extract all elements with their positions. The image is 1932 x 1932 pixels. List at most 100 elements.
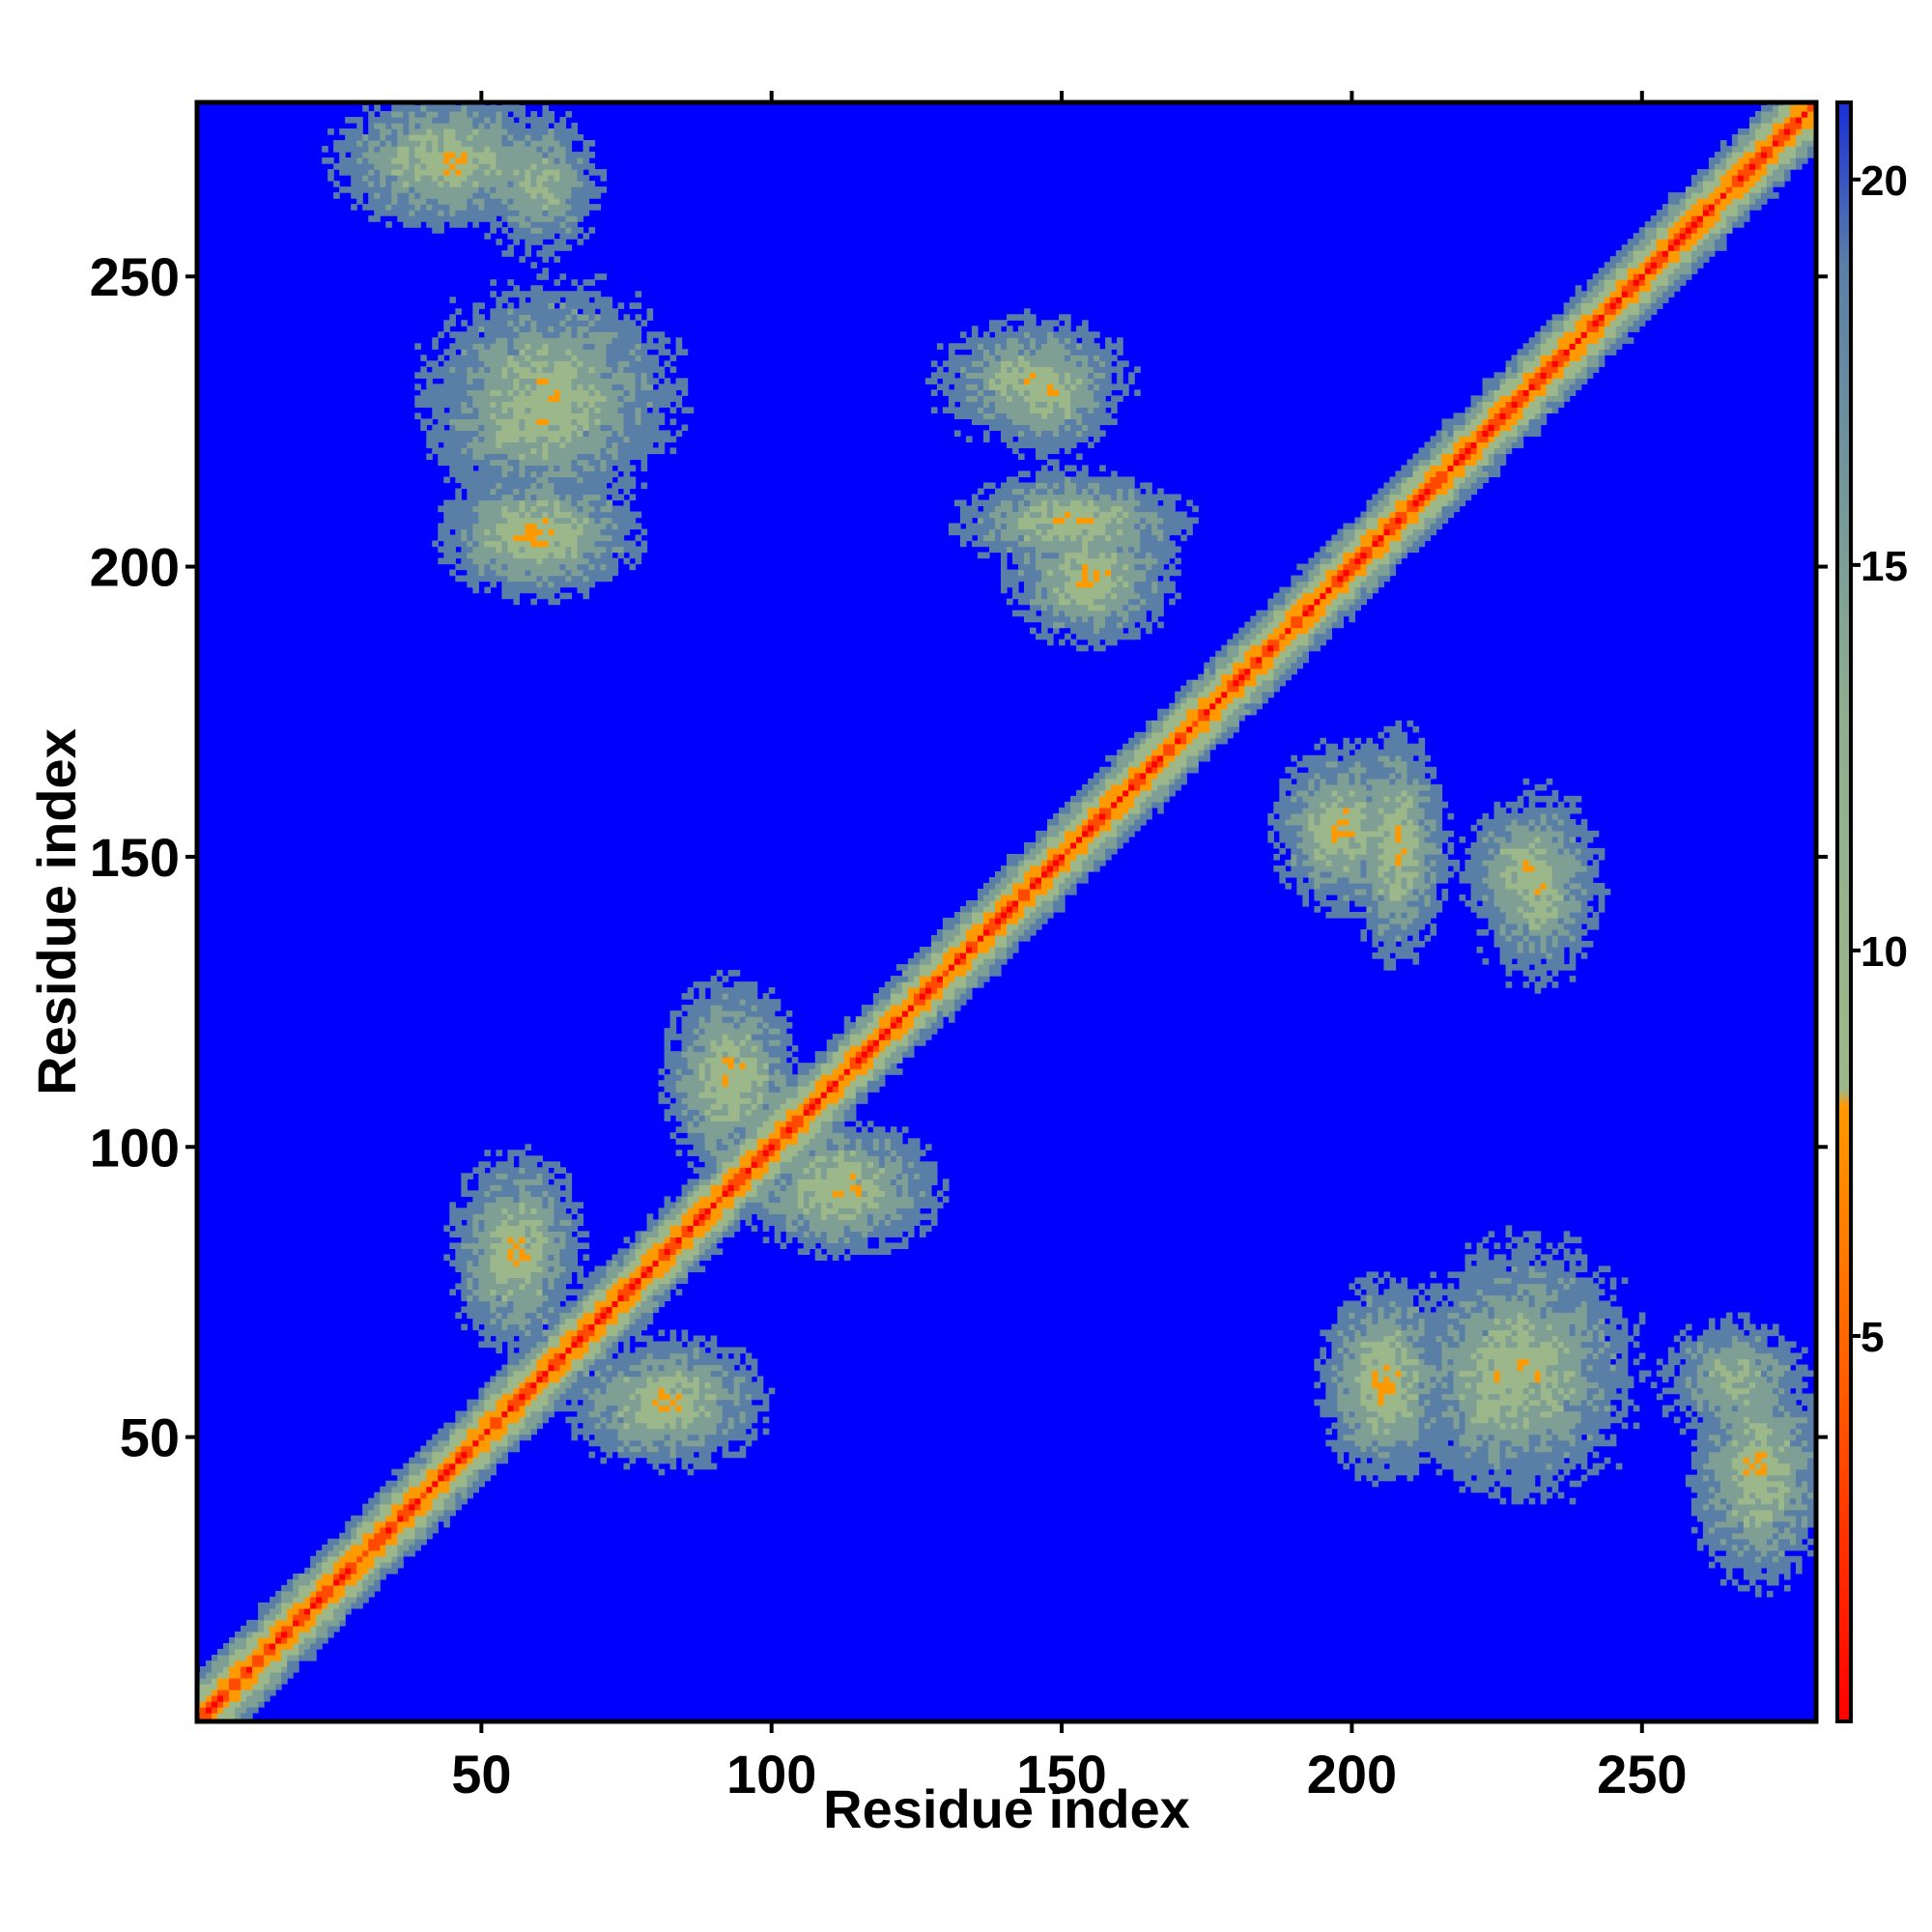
heatmap-cell — [380, 1567, 386, 1575]
heatmap-cell — [1737, 1515, 1745, 1522]
heatmap-cell — [1540, 1497, 1548, 1505]
heatmap-cell — [362, 1549, 369, 1557]
heatmap-cell — [513, 1416, 520, 1424]
heatmap-cell — [507, 511, 514, 519]
heatmap-cell — [1754, 1544, 1762, 1551]
heatmap-cell — [443, 1422, 450, 1430]
heatmap-cell — [681, 1399, 689, 1406]
heatmap-cell — [246, 1642, 253, 1650]
heatmap-cell — [484, 105, 491, 112]
heatmap-cell — [293, 1590, 299, 1598]
heatmap-cell — [496, 447, 502, 455]
heatmap-cell — [1499, 1457, 1507, 1464]
heatmap-cell — [1690, 1393, 1698, 1401]
heatmap-cell — [1557, 1451, 1565, 1459]
heatmap-cell — [519, 546, 526, 554]
heatmap-cell — [507, 1399, 514, 1406]
heatmap-cell — [594, 1410, 602, 1418]
heatmap-cell — [229, 1689, 236, 1696]
heatmap-cell — [745, 1422, 753, 1430]
heatmap-cell — [1349, 1381, 1356, 1389]
heatmap-cell — [1383, 1474, 1391, 1482]
heatmap-cell — [635, 1428, 642, 1435]
heatmap-cell — [385, 128, 392, 135]
heatmap-cell — [426, 163, 433, 170]
heatmap-cell — [327, 1607, 334, 1615]
heatmap-cell — [461, 1225, 468, 1232]
heatmap-cell — [1540, 1439, 1548, 1447]
heatmap-cell — [1772, 1555, 1779, 1563]
heatmap-cell — [1714, 1544, 1721, 1551]
heatmap-cell — [519, 1190, 526, 1197]
heatmap-cell — [1801, 1393, 1808, 1401]
heatmap-cell — [1476, 1468, 1484, 1476]
heatmap-cell — [461, 552, 468, 559]
heatmap-cell — [420, 1486, 427, 1493]
heatmap-cell — [409, 1474, 415, 1482]
heatmap-cell — [727, 1422, 735, 1430]
heatmap-cell — [635, 1393, 642, 1401]
heatmap-cell — [1760, 1573, 1768, 1580]
heatmap-cell — [1604, 1439, 1611, 1447]
heatmap-cell — [1754, 1520, 1762, 1528]
heatmap-cell — [467, 1434, 473, 1441]
heatmap-cell — [467, 1457, 473, 1464]
heatmap-cell — [1464, 1387, 1472, 1395]
heatmap-cell — [1766, 1451, 1774, 1459]
heatmap-cell — [1406, 1468, 1414, 1476]
heatmap-cell — [484, 575, 491, 582]
heatmap-cell — [478, 418, 485, 425]
heatmap-cell — [1777, 1480, 1785, 1488]
heatmap-cell — [530, 1277, 538, 1285]
heatmap-cell — [339, 146, 346, 153]
heatmap-cell — [519, 1387, 526, 1395]
heatmap-cell — [530, 1190, 538, 1197]
heatmap-cell — [327, 1590, 334, 1598]
heatmap-cell — [1690, 1509, 1698, 1517]
heatmap-cell — [490, 1231, 497, 1237]
heatmap-cell — [1737, 1399, 1745, 1406]
heatmap-cell — [420, 157, 427, 164]
heatmap-cell — [235, 1636, 242, 1644]
heatmap-cell — [1696, 1410, 1704, 1418]
heatmap-cell — [449, 146, 456, 153]
heatmap-cell — [1731, 1544, 1739, 1551]
heatmap-cell — [501, 499, 508, 507]
heatmap-cell — [1690, 1480, 1698, 1488]
heatmap-cell — [275, 1636, 282, 1644]
heatmap-cell — [1354, 1381, 1362, 1389]
heatmap-cell — [1360, 1457, 1368, 1464]
heatmap-cell — [751, 1410, 758, 1418]
heatmap-cell — [727, 1428, 735, 1435]
heatmap-cell — [345, 1596, 352, 1604]
heatmap-cell — [275, 1660, 282, 1667]
heatmap-cell — [461, 1323, 468, 1331]
heatmap-cell — [507, 528, 514, 536]
heatmap-cell — [362, 1526, 369, 1534]
heatmap-cell — [432, 221, 439, 228]
heatmap-cell — [1743, 1584, 1750, 1592]
heatmap-cell — [623, 1463, 631, 1470]
heatmap-cell — [275, 1677, 282, 1685]
heatmap-cell — [1690, 1381, 1698, 1389]
heatmap-cell — [281, 1613, 288, 1621]
heatmap-cell — [414, 1509, 421, 1517]
heatmap-cell — [496, 1416, 502, 1424]
heatmap-cell — [1517, 1492, 1524, 1499]
heatmap-cell — [380, 123, 386, 129]
heatmap-cell — [1708, 1486, 1716, 1493]
heatmap-cell — [496, 534, 502, 542]
heatmap-cell — [490, 1196, 497, 1203]
heatmap-cell — [525, 407, 532, 413]
heatmap-cell — [1615, 1463, 1623, 1470]
heatmap-cell — [1772, 1387, 1779, 1395]
heatmap-cell — [1748, 1399, 1756, 1406]
heatmap-cell — [1580, 1387, 1588, 1395]
heatmap-cell — [241, 1625, 247, 1633]
heatmap-cell — [235, 1654, 242, 1662]
heatmap-cell — [461, 401, 468, 408]
heatmap-cell — [507, 1439, 514, 1447]
heatmap-cell — [443, 395, 450, 402]
heatmap-cell — [252, 1694, 259, 1702]
heatmap-cell — [455, 1410, 462, 1418]
